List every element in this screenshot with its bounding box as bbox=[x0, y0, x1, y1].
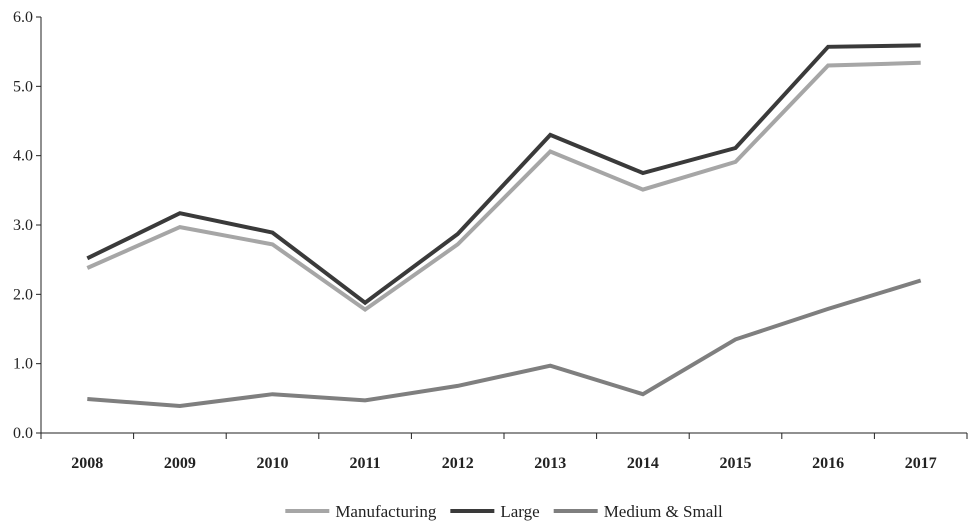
legend: Manufacturing Large Medium & Small bbox=[285, 502, 723, 521]
x-tick-label: 2014 bbox=[627, 455, 659, 472]
y-tick-label: 5.0 bbox=[13, 78, 33, 95]
x-tick-label: 2009 bbox=[164, 455, 196, 472]
x-tick-label: 2012 bbox=[442, 455, 474, 472]
y-tick-label: 6.0 bbox=[13, 9, 33, 26]
x-tick-label: 2017 bbox=[905, 455, 937, 472]
x-tick-label: 2008 bbox=[71, 455, 103, 472]
x-tick-label: 2010 bbox=[257, 455, 289, 472]
x-tick-label: 2015 bbox=[720, 455, 752, 472]
x-tick-label: 2016 bbox=[812, 455, 844, 472]
x-tick-label: 2011 bbox=[350, 455, 381, 472]
series-line-manufacturing bbox=[86, 60, 921, 313]
y-tick-label: 1.0 bbox=[13, 356, 33, 373]
legend-label: Medium & Small bbox=[604, 502, 723, 521]
legend-label: Large bbox=[500, 502, 539, 521]
x-tick-label: 2013 bbox=[534, 455, 566, 472]
y-tick-label: 4.0 bbox=[13, 148, 33, 165]
x-axis: 2008 2009 2010 2011 2012 2013 2014 2015 2016 2017 bbox=[40, 432, 968, 472]
y-tick-label: 2.0 bbox=[13, 286, 33, 303]
y-tick-label: 0.0 bbox=[13, 425, 33, 442]
series-group bbox=[86, 43, 922, 409]
series-line-medium-small bbox=[87, 278, 922, 409]
y-axis: 0.0 1.0 2.0 3.0 4.0 5.0 6.0 bbox=[13, 9, 42, 442]
y-tick-label: 3.0 bbox=[13, 217, 33, 234]
series-line-large bbox=[86, 43, 921, 306]
legend-label: Manufacturing bbox=[335, 502, 437, 521]
